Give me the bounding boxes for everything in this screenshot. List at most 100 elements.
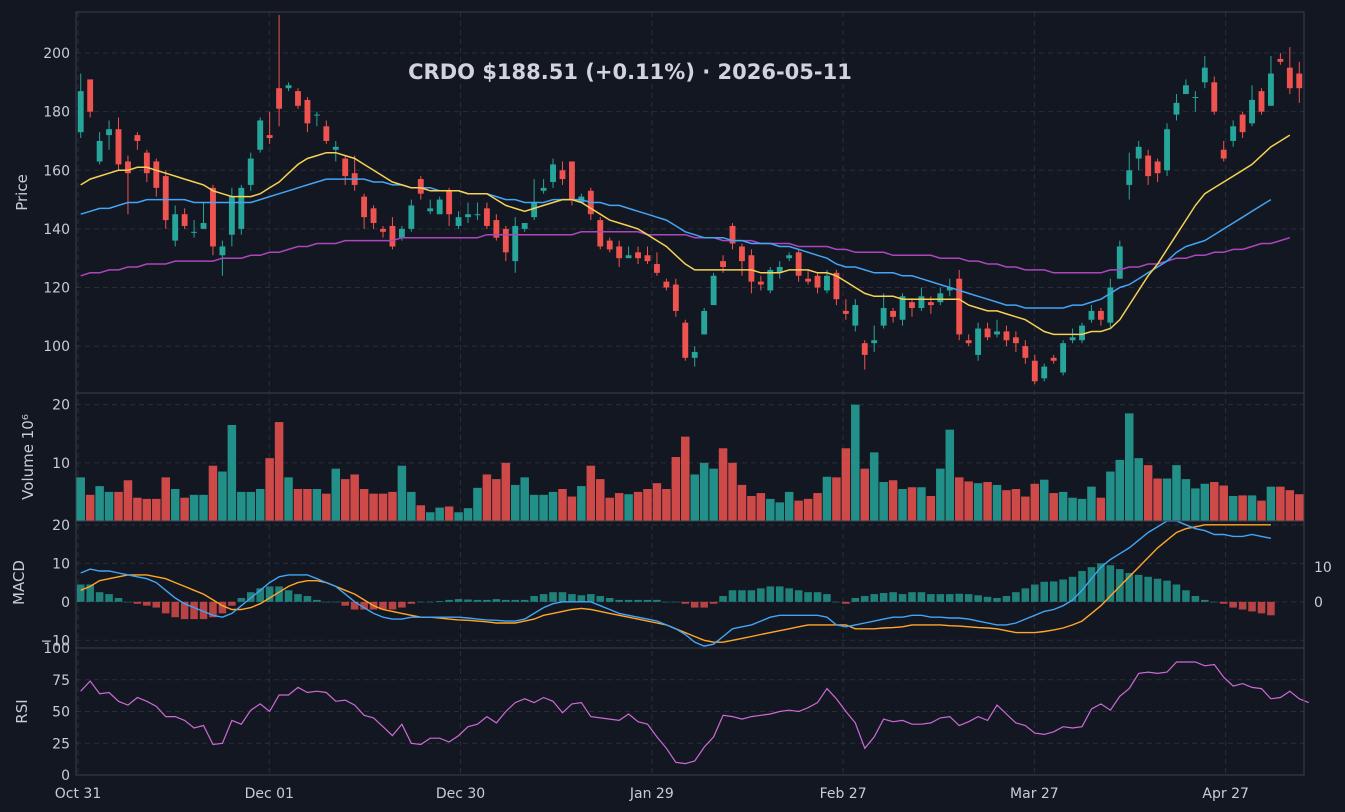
rsi-tick-label: 75 [52, 673, 70, 689]
candle-body [606, 240, 613, 250]
candle-body [1230, 126, 1237, 141]
candle-body [408, 205, 415, 229]
macd-histogram-bar [294, 594, 302, 602]
macd-histogram-bar [1097, 563, 1105, 602]
volume-bar [331, 468, 341, 521]
macd-histogram-bar [237, 597, 246, 602]
price-axis-label: Price [13, 174, 31, 211]
candle-body [965, 340, 972, 344]
macd-histogram-bar [539, 594, 548, 602]
candle-body [228, 196, 235, 235]
volume-bar [756, 493, 766, 521]
candle-body [540, 187, 547, 191]
macd-histogram-bar [1238, 601, 1247, 610]
rsi-line [80, 661, 1309, 765]
candle-body [635, 252, 641, 259]
volume-bar [548, 491, 558, 521]
volume-bar [133, 497, 142, 521]
macd-histogram-bar [993, 597, 1001, 602]
volume-bar [652, 483, 662, 521]
volume-panel [76, 404, 1304, 521]
macd-histogram-bar [832, 601, 841, 603]
macd-histogram-bar [738, 590, 746, 602]
candle-body [1192, 96, 1199, 98]
macd-histogram-bar [228, 601, 236, 606]
candle-body [219, 246, 226, 256]
macd-histogram-bar [766, 586, 775, 602]
macd-histogram-bar [1087, 567, 1096, 602]
candle-body [1211, 82, 1218, 112]
macd-histogram-bar [927, 594, 935, 602]
price-tick-label: 200 [43, 46, 70, 62]
candle-body [757, 281, 764, 285]
candle-body [748, 255, 755, 282]
volume-bar [520, 477, 529, 521]
candle-body [691, 351, 698, 358]
volume-bar [1039, 479, 1049, 521]
candle-body [568, 161, 575, 200]
volume-bar [1285, 490, 1295, 521]
candle-body [767, 269, 774, 291]
macd-histogram-bar [133, 601, 142, 604]
volume-bar [463, 508, 473, 521]
candle-body [654, 264, 660, 273]
candle-body [1116, 246, 1123, 279]
macd-histogram-bar [690, 601, 699, 608]
price-tick-label: 120 [43, 280, 70, 296]
candle-body [720, 261, 726, 267]
macd-histogram-bar [700, 601, 708, 608]
volume-bar [1030, 483, 1040, 521]
volume-bar [1077, 498, 1087, 521]
macd-histogram-bar [785, 588, 793, 602]
macd-histogram-bar [95, 592, 104, 602]
candle-body [512, 225, 519, 262]
ma-fast-line [80, 134, 1291, 336]
candle-body [956, 278, 963, 335]
macd-histogram-bar [624, 599, 633, 602]
volume-bar [1238, 495, 1247, 521]
macd-histogram-bar [180, 601, 189, 620]
macd-histogram-bar [813, 592, 822, 602]
volume-bar [1219, 485, 1228, 521]
macd-histogram-bar [747, 590, 756, 602]
volume-bar [681, 436, 690, 521]
volume-bar [539, 494, 548, 521]
macd-histogram-bar [568, 594, 576, 602]
volume-bar [199, 494, 208, 521]
candle-body [805, 278, 812, 282]
volume-bar [813, 493, 822, 521]
macd-histogram-bar [549, 592, 557, 602]
volume-bar [284, 477, 293, 521]
candle-body [975, 328, 982, 355]
volume-bar [246, 491, 256, 521]
macd-histogram-bar [643, 599, 652, 602]
volume-bar [879, 482, 888, 521]
price-tick-label: 100 [43, 339, 70, 355]
macd-histogram-bar [1002, 596, 1011, 602]
macd-histogram-bar [86, 584, 94, 602]
candle-body [559, 170, 566, 180]
candle-body [295, 91, 301, 106]
macd-histogram-bar [1210, 601, 1219, 603]
candle-body [1012, 337, 1019, 344]
volume-bar [860, 468, 870, 521]
volume-bar [378, 493, 388, 521]
candle-body [1154, 161, 1161, 174]
volume-bar [170, 489, 180, 521]
volume-bar [189, 494, 199, 521]
candle-body [1022, 346, 1029, 358]
volume-bar [869, 452, 879, 521]
macd-histogram-bar [1163, 580, 1171, 602]
macd-histogram-bar [662, 601, 671, 603]
x-tick-label: Mar 27 [1010, 786, 1059, 802]
macd-histogram-bar [417, 601, 425, 603]
macd-histogram-bar [983, 596, 992, 602]
macd-histogram-bar [1267, 601, 1275, 616]
candle-body [984, 328, 991, 338]
macd-histogram-bar [1191, 596, 1200, 602]
macd-tick-label: 20 [52, 518, 70, 534]
volume-bar [1162, 478, 1172, 521]
macd-histogram-bar [209, 601, 217, 618]
macd-right-tick-label: 10 [1314, 560, 1332, 576]
macd-histogram-bar [1078, 571, 1086, 602]
